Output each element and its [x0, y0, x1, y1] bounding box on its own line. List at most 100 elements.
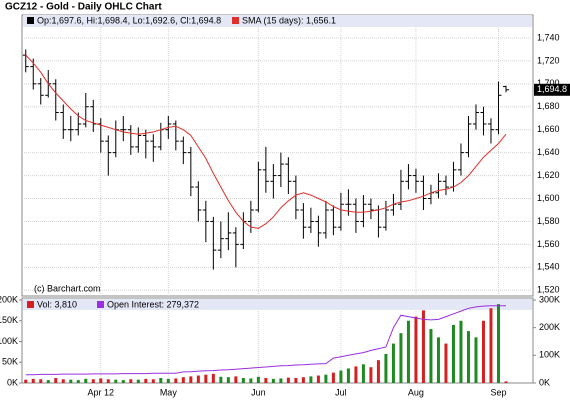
- volume-bar: [474, 337, 478, 383]
- volume-bar: [226, 377, 230, 383]
- legend-icon: [27, 301, 34, 308]
- x-tick-label: Aug: [408, 387, 424, 397]
- volume-bar: [301, 377, 305, 383]
- volume-bar: [84, 378, 88, 383]
- volume-bar: [166, 378, 170, 383]
- y-tick-label: 1,620: [537, 170, 560, 180]
- volume-bar: [54, 378, 58, 383]
- volume-bar: [459, 320, 463, 383]
- y-tick-label: 1,720: [537, 55, 560, 65]
- x-tick-label: Sep: [490, 387, 506, 397]
- volume-bar: [136, 379, 140, 383]
- volume-bar: [324, 374, 328, 383]
- volume-bar: [294, 378, 298, 383]
- x-tick-label: May: [160, 387, 178, 397]
- volume-panel: [21, 297, 534, 384]
- y-tick-label: 1,700: [537, 78, 560, 88]
- y-tick-label: 1,660: [537, 124, 560, 134]
- volume-bar: [504, 381, 508, 383]
- last-price-box: [534, 83, 570, 96]
- x-tick-label: Apr 12: [88, 387, 115, 397]
- volume-bar: [271, 378, 275, 383]
- volume-bar: [211, 373, 215, 383]
- volume-bar: [481, 320, 485, 383]
- volume-bar: [121, 380, 125, 383]
- y-tick-label: 1,640: [537, 147, 560, 157]
- chart-title: GCZ12 - Gold - Daily OHLC Chart: [5, 2, 162, 13]
- volume-bar: [241, 378, 245, 383]
- volume-bar: [144, 378, 148, 383]
- legend-icon: [97, 301, 104, 308]
- volume-bar: [331, 372, 335, 383]
- volume-bar: [114, 379, 118, 383]
- y-tick-label: 0K: [7, 377, 18, 387]
- y-tick-label: 1,580: [537, 216, 560, 226]
- y2-tick-label: 100K: [539, 350, 560, 360]
- volume-bar: [151, 379, 155, 383]
- volume-bar: [39, 379, 43, 383]
- volume-bar: [466, 331, 470, 383]
- sma-line: [25, 54, 507, 229]
- legend-icon: [27, 17, 34, 24]
- volume-bar: [256, 376, 260, 383]
- price-legend: [23, 15, 532, 27]
- volume-bar: [346, 368, 350, 383]
- y-tick-label: 1,740: [537, 32, 560, 42]
- volume-bar: [399, 333, 403, 383]
- volume-bar: [361, 364, 365, 383]
- legend-label: Vol: 3,810: [37, 299, 77, 309]
- volume-bar: [414, 316, 418, 383]
- volume-bar: [316, 375, 320, 383]
- volume-bar: [421, 310, 425, 383]
- y2-tick-label: 300K: [539, 294, 560, 304]
- volume-bar: [384, 353, 388, 383]
- volume-bar: [76, 380, 80, 383]
- volume-bar: [286, 377, 290, 383]
- volume-bar: [189, 376, 193, 383]
- volume-bar: [369, 367, 373, 383]
- volume-bar: [91, 379, 95, 383]
- x-tick-label: Jul: [335, 387, 347, 397]
- volume-bar: [129, 379, 133, 383]
- volume-bar: [219, 376, 223, 383]
- volume-bar: [391, 343, 395, 383]
- volume-bar: [159, 378, 163, 383]
- volume-bar: [354, 366, 358, 383]
- volume-bar: [24, 379, 28, 383]
- volume-bar: [279, 378, 283, 383]
- volume-bar: [429, 329, 433, 383]
- volume-bar: [69, 379, 73, 383]
- volume-bar: [489, 308, 493, 383]
- volume-bar: [106, 379, 110, 383]
- volume-bar: [451, 324, 455, 383]
- volume-bar: [406, 320, 410, 383]
- x-tick-label: Jun: [251, 387, 266, 397]
- volume-bar: [99, 378, 103, 383]
- annotation: (c) Barchart.com: [34, 283, 101, 293]
- legend-icon: [232, 17, 239, 24]
- volume-bar: [249, 378, 253, 383]
- volume-bar: [61, 379, 65, 383]
- y-tick-label: 1,540: [537, 262, 560, 272]
- volume-bar: [309, 376, 313, 383]
- y2-tick-label: 200K: [539, 322, 560, 332]
- y-tick-label: 1,520: [537, 285, 560, 295]
- y-tick-label: 200K: [0, 294, 18, 304]
- legend-label: Open Interest: 279,372: [107, 299, 199, 309]
- volume-bar: [234, 376, 238, 383]
- y-tick-label: 100K: [0, 336, 18, 346]
- volume-bar: [496, 304, 500, 383]
- volume-legend: [23, 299, 532, 310]
- volume-bar: [436, 337, 440, 383]
- volume-bar: [339, 370, 343, 383]
- y-tick-label: 1,600: [537, 193, 560, 203]
- y-tick-label: 50K: [2, 357, 18, 367]
- open-interest-line: [25, 305, 507, 376]
- y2-tick-label: 0K: [539, 377, 550, 387]
- volume-bar: [46, 380, 50, 383]
- y-tick-label: 1,560: [537, 239, 560, 249]
- volume-bar: [31, 378, 35, 383]
- volume-bar: [264, 378, 268, 383]
- y-tick-label: 1,680: [537, 101, 560, 111]
- volume-bar: [174, 378, 178, 383]
